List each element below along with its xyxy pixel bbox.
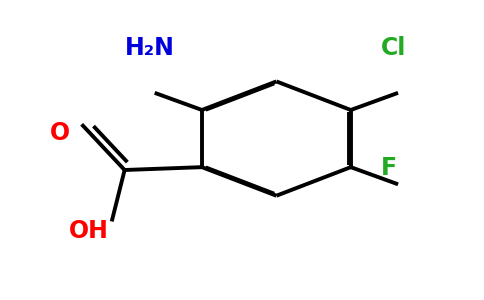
Text: H₂N: H₂N (125, 36, 175, 60)
Text: OH: OH (69, 219, 109, 243)
Text: F: F (381, 156, 397, 180)
Text: Cl: Cl (381, 36, 407, 60)
Text: O: O (50, 121, 70, 145)
